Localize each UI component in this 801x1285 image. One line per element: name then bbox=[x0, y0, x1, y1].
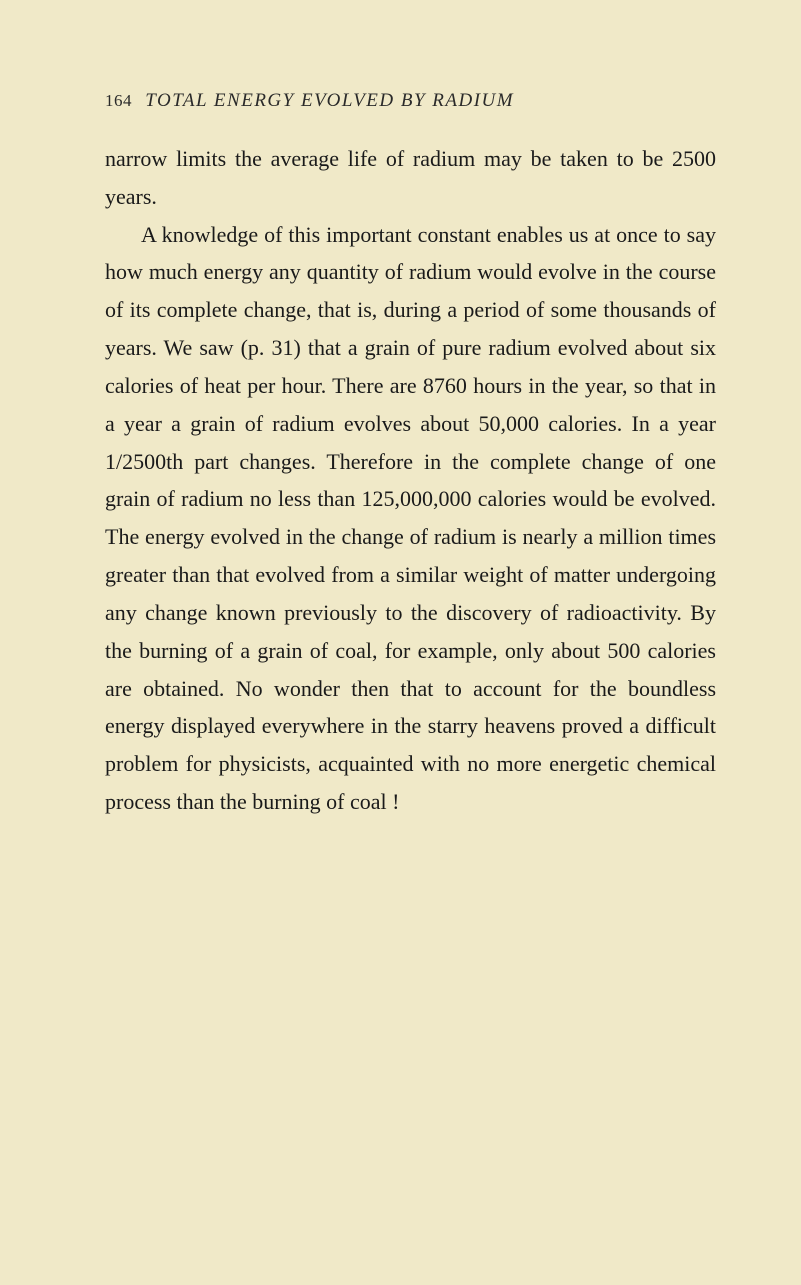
page-number: 164 bbox=[105, 91, 132, 110]
header-title: TOTAL ENERGY EVOLVED BY RADIUM bbox=[145, 90, 514, 111]
paragraph-1: narrow limits the average life of radium… bbox=[105, 140, 716, 216]
paragraph-2: A knowledge of this important constant e… bbox=[105, 216, 716, 821]
page-header: 164 TOTAL ENERGY EVOLVED BY RADIUM bbox=[105, 90, 716, 112]
body-content: narrow limits the average life of radium… bbox=[105, 140, 716, 821]
